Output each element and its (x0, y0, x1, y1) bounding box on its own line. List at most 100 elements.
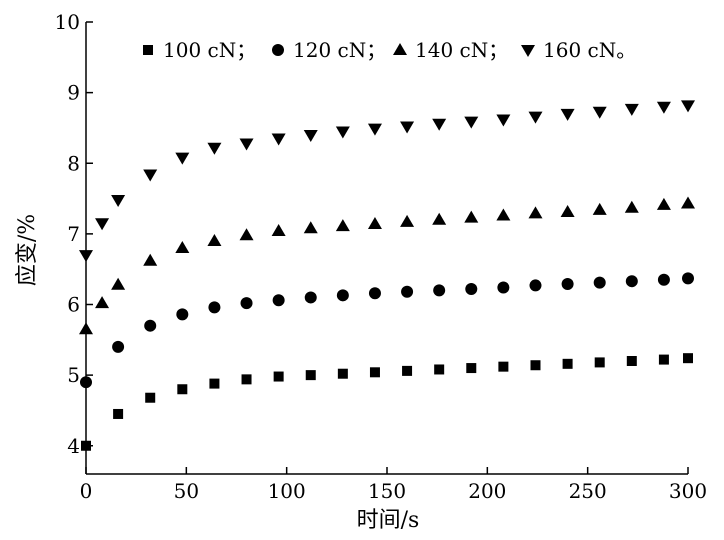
point-100-cn (626, 356, 637, 366)
point-100-cn (241, 374, 252, 385)
point-160-cn (239, 138, 254, 151)
point-100-cn (337, 368, 348, 379)
point-120-cn (80, 376, 92, 389)
x-tick-label: 50 (174, 479, 199, 503)
point-160-cn (271, 133, 286, 146)
point-120-cn (304, 291, 317, 304)
point-140-cn (592, 202, 607, 215)
x-tick-label: 250 (569, 479, 607, 503)
point-140-cn (400, 214, 415, 227)
x-tick-label: 200 (468, 479, 506, 503)
point-120-cn (176, 308, 189, 321)
point-140-cn (681, 196, 695, 209)
point-140-cn (271, 224, 286, 237)
point-160-cn (111, 194, 126, 207)
point-100-cn (113, 408, 124, 419)
point-100-cn (305, 370, 316, 381)
point-160-cn (592, 106, 607, 119)
point-100-cn (402, 365, 413, 376)
point-140-cn (624, 200, 639, 213)
point-120-cn (529, 279, 542, 292)
x-tick-label: 100 (268, 479, 306, 503)
x-tick-label: 300 (669, 479, 707, 503)
data-marks (79, 100, 695, 451)
point-100-cn (81, 440, 91, 451)
point-100-cn (594, 357, 605, 368)
point-120-cn (240, 297, 253, 310)
y-tick-label: 5 (67, 363, 80, 387)
point-140-cn (95, 296, 110, 309)
point-160-cn (464, 116, 479, 129)
point-140-cn (464, 210, 479, 223)
y-tick-label: 6 (67, 293, 80, 317)
legend: 100 cN； 120 cN； 140 cN； 160 cN。 (143, 38, 636, 62)
point-120-cn (682, 272, 694, 285)
point-160-cn (303, 130, 318, 142)
point-160-cn (400, 121, 415, 134)
point-140-cn (496, 208, 511, 221)
point-160-cn (335, 126, 350, 139)
point-160-cn (367, 123, 382, 136)
point-140-cn (143, 253, 158, 266)
point-100-cn (562, 358, 573, 369)
point-160-cn (79, 250, 93, 263)
point-120-cn (401, 285, 414, 298)
point-140-cn (528, 206, 543, 219)
point-120-cn (368, 287, 381, 300)
point-160-cn (175, 152, 190, 165)
point-120-cn (433, 284, 446, 297)
legend-label-100-cn: 100 cN； (163, 38, 256, 62)
point-100-cn (369, 367, 380, 378)
y-tick-label: 7 (67, 222, 80, 246)
plot-frame (85, 22, 688, 475)
legend-label-160-cn: 160 cN。 (543, 38, 636, 62)
point-120-cn (112, 340, 125, 353)
point-160-cn (656, 101, 671, 114)
y-tick-label: 8 (67, 151, 80, 175)
point-160-cn (624, 103, 639, 116)
point-100-cn (466, 363, 477, 374)
point-140-cn (303, 221, 318, 234)
point-140-cn (367, 216, 382, 229)
y-axis-title: 应变/% (15, 214, 40, 286)
y-axis-ticks: 4 5 6 7 8 9 10 (55, 10, 93, 458)
point-160-cn (560, 108, 575, 121)
point-160-cn (207, 142, 222, 155)
point-100-cn (498, 361, 509, 372)
point-160-cn (496, 114, 511, 127)
point-120-cn (144, 319, 157, 332)
point-100-cn (273, 371, 284, 382)
point-100-cn (209, 378, 220, 389)
point-120-cn (208, 301, 221, 314)
point-140-cn (560, 204, 575, 217)
legend-marker-100-cn (143, 45, 153, 55)
point-100-cn (683, 353, 693, 364)
point-120-cn (497, 281, 510, 294)
point-100-cn (658, 354, 669, 365)
legend-marker-140-cn (393, 43, 407, 55)
point-100-cn (530, 360, 541, 371)
point-160-cn (681, 100, 695, 113)
point-120-cn (561, 278, 574, 291)
point-160-cn (432, 118, 447, 131)
x-tick-label: 150 (368, 479, 406, 503)
point-140-cn (335, 219, 350, 232)
point-120-cn (465, 282, 478, 295)
point-140-cn (239, 228, 254, 241)
x-axis-ticks: 0 50 100 150 200 250 300 (80, 467, 707, 503)
point-140-cn (432, 212, 447, 225)
point-160-cn (95, 218, 110, 231)
legend-label-120-cn: 120 cN； (293, 38, 386, 62)
point-120-cn (625, 275, 638, 288)
point-160-cn (528, 111, 543, 124)
point-140-cn (79, 322, 93, 335)
point-120-cn (657, 273, 670, 286)
legend-marker-120-cn (272, 44, 284, 56)
x-axis-title: 时间/s (357, 508, 420, 533)
point-100-cn (434, 364, 445, 375)
point-100-cn (145, 392, 156, 403)
point-140-cn (175, 241, 190, 253)
point-120-cn (593, 276, 606, 289)
point-160-cn (143, 169, 158, 182)
